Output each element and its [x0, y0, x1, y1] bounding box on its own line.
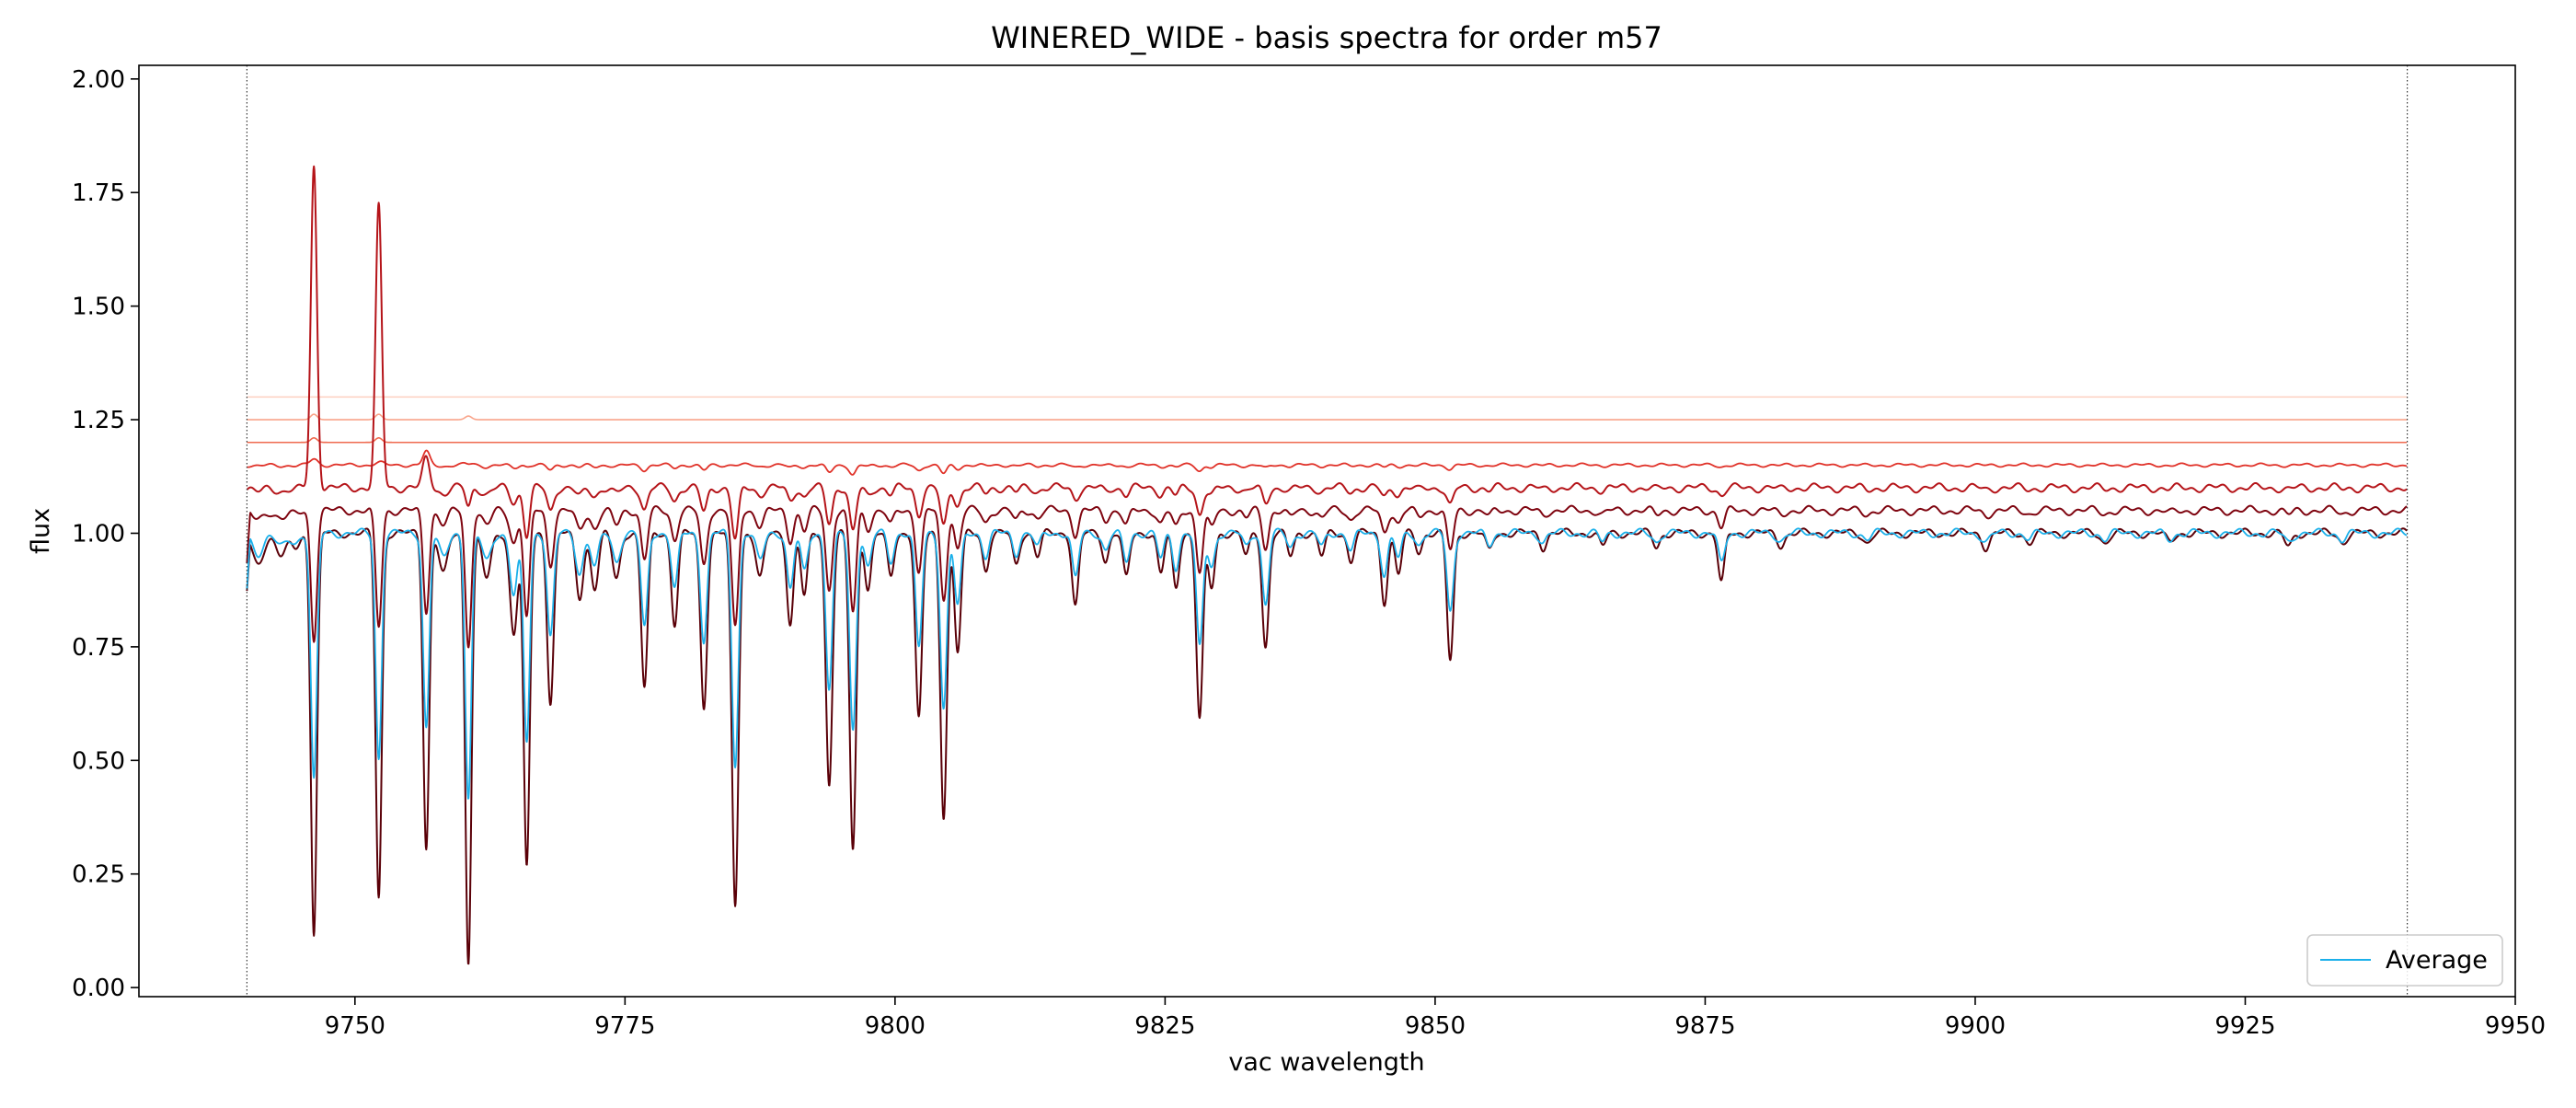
series-line-8 [246, 527, 2408, 800]
series-line-3 [247, 437, 2408, 444]
x-tick-label: 9850 [1405, 1012, 1466, 1040]
x-tick-label: 9925 [2214, 1012, 2275, 1040]
legend-label-average: Average [2386, 946, 2488, 975]
vline-layer [246, 65, 2409, 997]
x-axis-ticks: 9750 9775 9800 9825 9850 9875 9900 9925 9950 [325, 997, 2546, 1040]
y-tick-label: 0.50 [72, 747, 125, 775]
y-axis-label: flux [27, 508, 55, 554]
x-axis-label: vac wavelength [1228, 1048, 1424, 1077]
legend-box [2306, 934, 2503, 987]
y-tick-label: 1.25 [72, 407, 125, 434]
y-tick-label: 0.25 [72, 861, 125, 889]
series-line-4 [246, 449, 2408, 476]
x-tick-label: 9775 [594, 1012, 655, 1040]
plot-frame [138, 64, 2516, 998]
y-tick-label: 1.75 [72, 179, 125, 207]
series-line-2 [247, 413, 2408, 421]
y-tick-label: 0.75 [72, 634, 125, 662]
y-axis-ticks: 0.00 0.25 0.50 0.75 1.00 1.25 1.50 1.75 2.00 [72, 66, 139, 1002]
y-tick-label: 0.00 [72, 975, 125, 1002]
x-tick-label: 9900 [1945, 1012, 2006, 1040]
y-tick-label: 1.50 [72, 294, 125, 321]
series-layer [246, 165, 2408, 965]
y-tick-label: 2.00 [72, 66, 125, 94]
legend: Average [2306, 934, 2503, 987]
series-line-6 [246, 504, 2408, 649]
x-tick-label: 9875 [1674, 1012, 1735, 1040]
x-tick-label: 9950 [2485, 1012, 2546, 1040]
series-line-5 [246, 165, 2408, 540]
chart-title: WINERED_WIDE - basis spectra for order m… [991, 20, 1662, 55]
y-tick-label: 1.00 [72, 520, 125, 548]
x-tick-label: 9800 [865, 1012, 926, 1040]
x-tick-label: 9750 [325, 1012, 385, 1040]
x-tick-label: 9825 [1134, 1012, 1195, 1040]
